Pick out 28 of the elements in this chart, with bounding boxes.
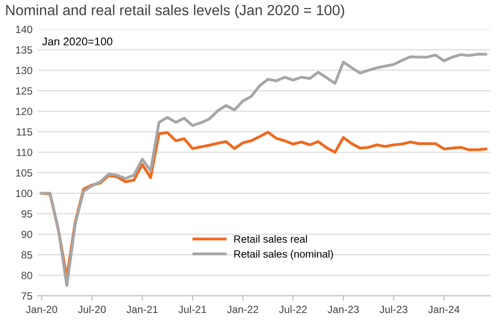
y-tick-label: 110 — [16, 148, 32, 156]
x-tick-label: Jul-21 — [178, 305, 206, 314]
y-tick-label: 75 — [22, 292, 32, 300]
x-tick-label: Jan-23 — [328, 306, 359, 314]
x-tick-label: Jan-24 — [428, 306, 460, 314]
y-tick-label: 125 — [16, 87, 32, 95]
x-tick-label: Jan-21 — [126, 306, 158, 314]
line-series — [40, 52, 488, 287]
y-tick-label: 115 — [16, 128, 32, 136]
x-tick-label: Jul-20 — [78, 305, 106, 314]
y-tick-label: 90 — [22, 230, 32, 238]
legend-label: Retail sales (nominal) — [234, 250, 333, 260]
x-tick-label: Jul-22 — [279, 305, 307, 314]
y-tick-label: 80 — [22, 272, 32, 280]
y-tick-label: 85 — [22, 251, 32, 259]
annotation: Jan 2020=100 — [42, 38, 112, 46]
x-tick-label: Jan-22 — [227, 306, 258, 314]
y-tick-label: 120 — [16, 108, 32, 116]
legend-label: Retail sales real — [234, 235, 307, 243]
x-tick-label: Jan-20 — [26, 306, 58, 314]
y-tick-label: 140 — [16, 26, 32, 34]
y-tick-label: 95 — [22, 210, 32, 218]
chart-title: Nominal and real retail sales levels (Jan 2020 = 100) — [6, 4, 344, 18]
y-tick-label: 100 — [16, 190, 32, 198]
x-tick-label: Jul-23 — [380, 305, 408, 314]
y-tick-label: 105 — [16, 169, 32, 177]
y-tick-label: 135 — [16, 46, 32, 54]
y-tick-label: 130 — [16, 66, 32, 74]
